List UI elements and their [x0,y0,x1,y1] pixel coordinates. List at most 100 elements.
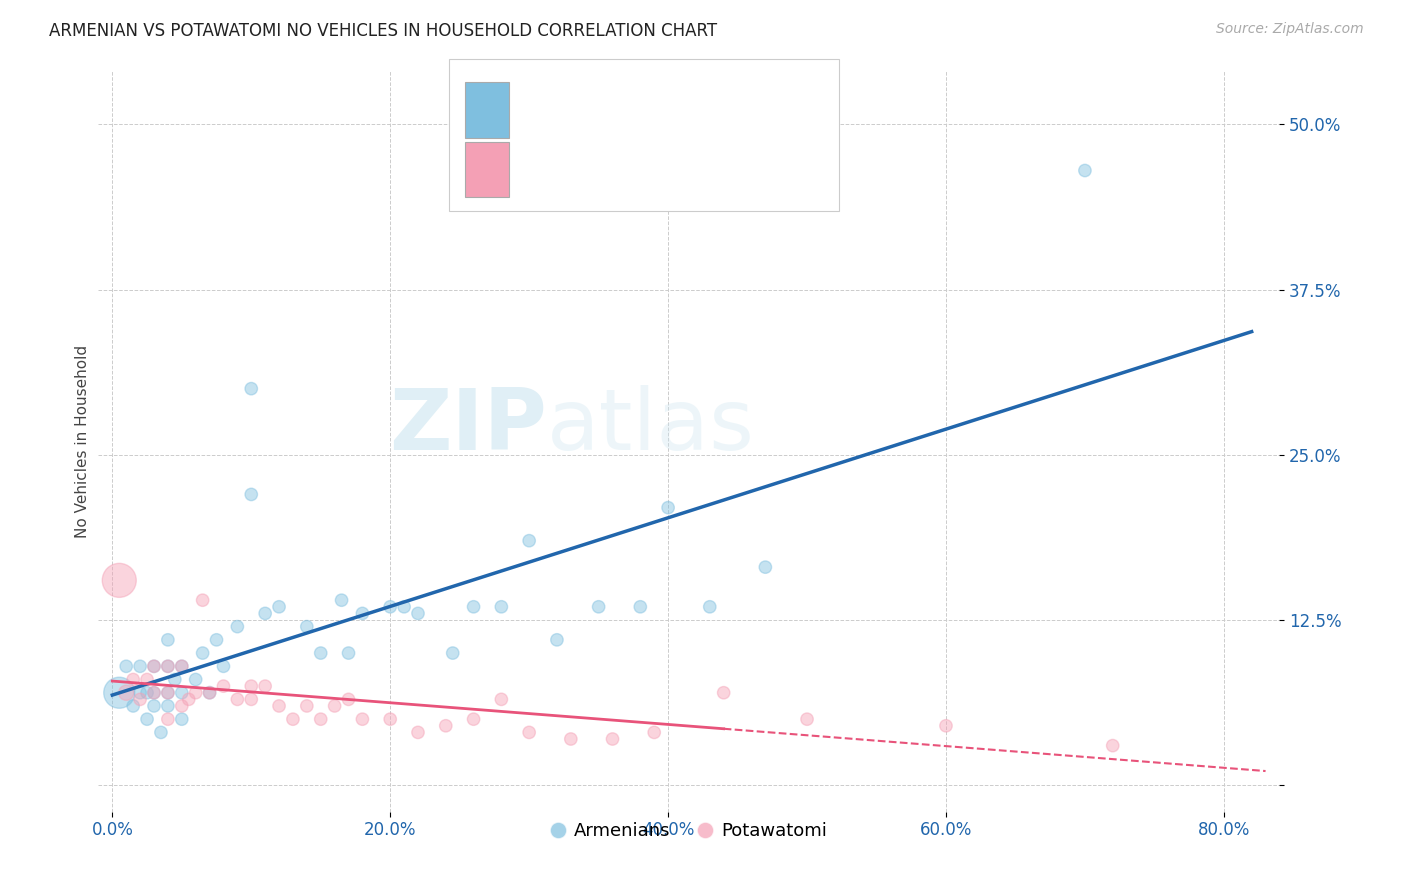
Point [463,712,485,726]
Point [240,692,263,706]
Point [136,686,159,700]
Point [352,712,374,726]
Point [212,679,235,693]
Point [115,686,138,700]
Point [136,712,159,726]
Point [205,632,228,647]
Point [643,725,665,739]
Text: ARMENIAN VS POTAWATOMI NO VEHICLES IN HOUSEHOLD CORRELATION CHART: ARMENIAN VS POTAWATOMI NO VEHICLES IN HO… [49,22,717,40]
Point [713,686,735,700]
Point [254,679,277,693]
Point [491,692,513,706]
Point [212,659,235,673]
Point [129,659,152,673]
Point [406,607,429,621]
Point [392,599,415,614]
Point [170,698,193,713]
Point [240,679,263,693]
Point [170,712,193,726]
Point [170,659,193,673]
Point [156,659,179,673]
FancyBboxPatch shape [449,59,839,211]
Point [170,686,193,700]
Point [281,712,304,726]
Point [309,712,332,726]
Point [184,673,207,687]
Point [935,719,957,733]
Point [323,698,346,713]
Point [136,673,159,687]
Point [163,673,186,687]
Legend: Armenians, Potawatomi: Armenians, Potawatomi [544,814,834,847]
Point [143,659,166,673]
Point [434,719,457,733]
Point [295,698,318,713]
Point [657,500,679,515]
Point [337,692,360,706]
Text: R = -0.192   N =  41: R = -0.192 N = 41 [522,161,704,178]
Text: R =  0.558   N = 48: R = 0.558 N = 48 [522,95,697,112]
Point [108,574,131,588]
Y-axis label: No Vehicles in Household: No Vehicles in Household [75,345,90,538]
Point [491,599,513,614]
Point [170,659,193,673]
Text: ZIP: ZIP [389,385,547,468]
Point [240,487,263,501]
Point [156,659,179,673]
Point [560,731,582,746]
Point [295,620,318,634]
Point [588,599,610,614]
Text: Source: ZipAtlas.com: Source: ZipAtlas.com [1216,22,1364,37]
Point [406,725,429,739]
Point [517,533,540,548]
Point [330,593,353,607]
Point [143,686,166,700]
Point [184,686,207,700]
FancyBboxPatch shape [464,142,509,197]
Point [309,646,332,660]
Point [156,686,179,700]
Point [699,599,721,614]
Point [754,560,776,574]
Point [380,712,402,726]
FancyBboxPatch shape [464,82,509,138]
Point [122,698,145,713]
Point [198,686,221,700]
Point [149,725,172,739]
Point [1074,163,1097,178]
Point [546,632,568,647]
Point [156,698,179,713]
Point [122,673,145,687]
Text: atlas: atlas [547,385,755,468]
Point [156,632,179,647]
Point [143,686,166,700]
Point [267,698,290,713]
Point [517,725,540,739]
Point [1101,739,1123,753]
Point [198,686,221,700]
Point [156,686,179,700]
Point [796,712,818,726]
Point [143,698,166,713]
Point [380,599,402,614]
Point [337,646,360,660]
Point [129,686,152,700]
Point [254,607,277,621]
Point [191,593,214,607]
Point [177,692,200,706]
Point [108,686,131,700]
Point [240,382,263,396]
Point [129,692,152,706]
Point [463,599,485,614]
Point [628,599,651,614]
Point [226,692,249,706]
Point [267,599,290,614]
Point [441,646,464,660]
Point [352,607,374,621]
Point [143,659,166,673]
Point [115,659,138,673]
Point [226,620,249,634]
Point [602,731,624,746]
Point [191,646,214,660]
Point [156,712,179,726]
